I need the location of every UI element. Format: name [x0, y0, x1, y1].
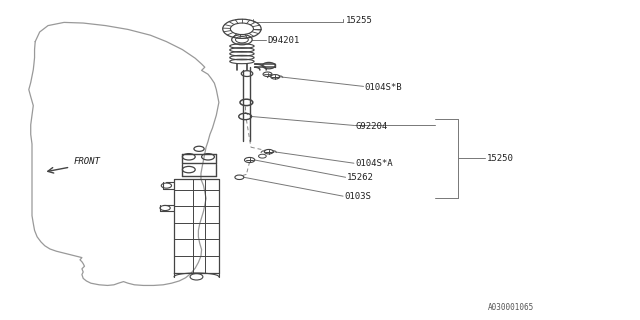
Text: A030001065: A030001065	[488, 303, 534, 312]
Text: 15262: 15262	[347, 173, 374, 182]
Text: D94201: D94201	[268, 36, 300, 45]
Text: 0104S*B: 0104S*B	[365, 83, 403, 92]
Text: 15250: 15250	[486, 154, 513, 163]
Text: G92204: G92204	[355, 122, 387, 131]
Text: 0104S*A: 0104S*A	[355, 159, 393, 168]
Text: FRONT: FRONT	[74, 157, 100, 166]
Text: 15255: 15255	[346, 16, 372, 25]
Text: 0103S: 0103S	[344, 192, 371, 201]
